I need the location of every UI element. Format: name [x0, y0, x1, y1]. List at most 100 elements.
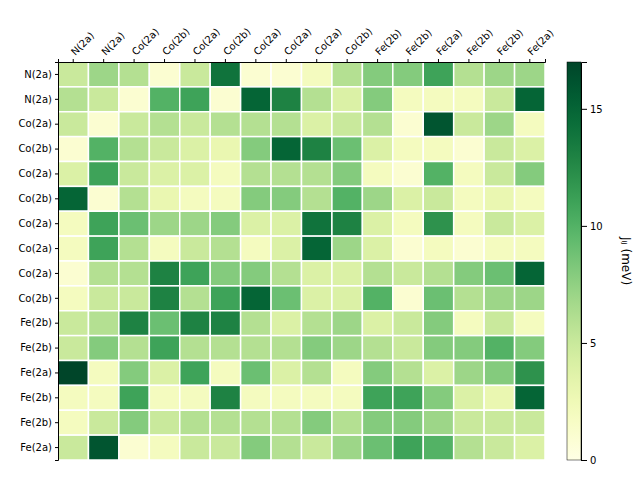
cell: [58, 137, 88, 162]
cell: [88, 261, 118, 286]
cell: [149, 87, 179, 112]
cell: [454, 286, 484, 311]
cell: [484, 286, 514, 311]
cell: [302, 162, 332, 187]
cell: [119, 211, 149, 236]
cell: [393, 162, 423, 187]
tick-label: N(2a): [24, 69, 52, 80]
cell: [119, 162, 149, 187]
cell: [271, 236, 301, 261]
cell: [241, 261, 271, 286]
cell: [271, 311, 301, 336]
cell: [393, 211, 423, 236]
cell: [454, 435, 484, 460]
cell: [332, 336, 362, 361]
tick-label: Co(2b): [18, 143, 52, 154]
cell: [241, 137, 271, 162]
tick: Co(2b): [160, 26, 192, 62]
tick: Co(2a): [312, 26, 343, 62]
tick-mark: [581, 460, 587, 461]
cell: [88, 311, 118, 336]
tick-label: Fe(2b): [404, 27, 434, 57]
tick-label: 10: [590, 221, 603, 232]
cell: [180, 261, 210, 286]
tick-mark: [55, 422, 58, 423]
axis-domain: [582, 63, 588, 461]
cell: [454, 137, 484, 162]
cell: [484, 236, 514, 261]
cell: [332, 410, 362, 435]
cell: [362, 336, 392, 361]
tick-label: Fe(2a): [20, 367, 52, 378]
tick-mark: [529, 59, 530, 62]
cell: [362, 211, 392, 236]
cell: [515, 162, 545, 187]
cell: [362, 311, 392, 336]
cell: [119, 137, 149, 162]
tick-label: Co(2a): [191, 26, 222, 57]
cell: [454, 385, 484, 410]
tick-mark: [225, 59, 226, 62]
cell: [362, 410, 392, 435]
tick: Co(2a): [19, 168, 58, 179]
cell: [302, 435, 332, 460]
cell: [149, 311, 179, 336]
cell: [88, 186, 118, 211]
cell: [180, 112, 210, 137]
cell: [393, 385, 423, 410]
cell: [180, 62, 210, 87]
tick-mark: [581, 226, 587, 227]
cell: [362, 286, 392, 311]
tick-mark: [581, 109, 587, 110]
tick-label: Co(2b): [221, 26, 253, 58]
cell: [332, 261, 362, 286]
tick: 15: [581, 104, 603, 115]
cell: [180, 162, 210, 187]
tick: 10: [581, 221, 603, 232]
cell: [332, 286, 362, 311]
cell: [362, 87, 392, 112]
tick-mark: [468, 59, 469, 62]
cell: [484, 336, 514, 361]
plot: N(2a)N(2a)Co(2a)Co(2b)Co(2a)Co(2b)Co(2a)…: [18, 26, 632, 466]
cell: [149, 261, 179, 286]
cell: [271, 261, 301, 286]
cell: [484, 87, 514, 112]
tick-label: N(2a): [99, 30, 126, 57]
tick-mark: [55, 198, 58, 199]
cell: [88, 87, 118, 112]
cell: [119, 87, 149, 112]
cell: [484, 385, 514, 410]
cell: [332, 112, 362, 137]
cell: [149, 236, 179, 261]
cell: [393, 236, 423, 261]
tick: Fe(2b): [404, 27, 434, 62]
cell: [515, 286, 545, 311]
cell: [423, 236, 453, 261]
y-axis: N(2a)N(2a)Co(2a)Co(2b)Co(2a)Co(2b)Co(2a)…: [18, 63, 58, 461]
cell: [271, 62, 301, 87]
cell: [515, 336, 545, 361]
cell: [88, 410, 118, 435]
tick-mark: [55, 99, 58, 100]
tick: N(2a): [99, 30, 126, 62]
x-axis: N(2a)N(2a)Co(2a)Co(2b)Co(2a)Co(2b)Co(2a)…: [59, 26, 556, 63]
cell: [210, 162, 240, 187]
cell: [332, 236, 362, 261]
cell: [423, 162, 453, 187]
cell: [58, 112, 88, 137]
cell: [362, 137, 392, 162]
cells: [58, 62, 545, 460]
cell: [210, 410, 240, 435]
cell: [423, 435, 453, 460]
tick: Fe(2b): [20, 342, 58, 353]
cell: [332, 311, 362, 336]
tick: Co(2a): [282, 26, 313, 62]
tick: Co(2a): [19, 243, 58, 254]
cell: [393, 261, 423, 286]
cell: [210, 336, 240, 361]
cell: [515, 311, 545, 336]
cell: [302, 186, 332, 211]
cell: [423, 336, 453, 361]
cell: [58, 410, 88, 435]
